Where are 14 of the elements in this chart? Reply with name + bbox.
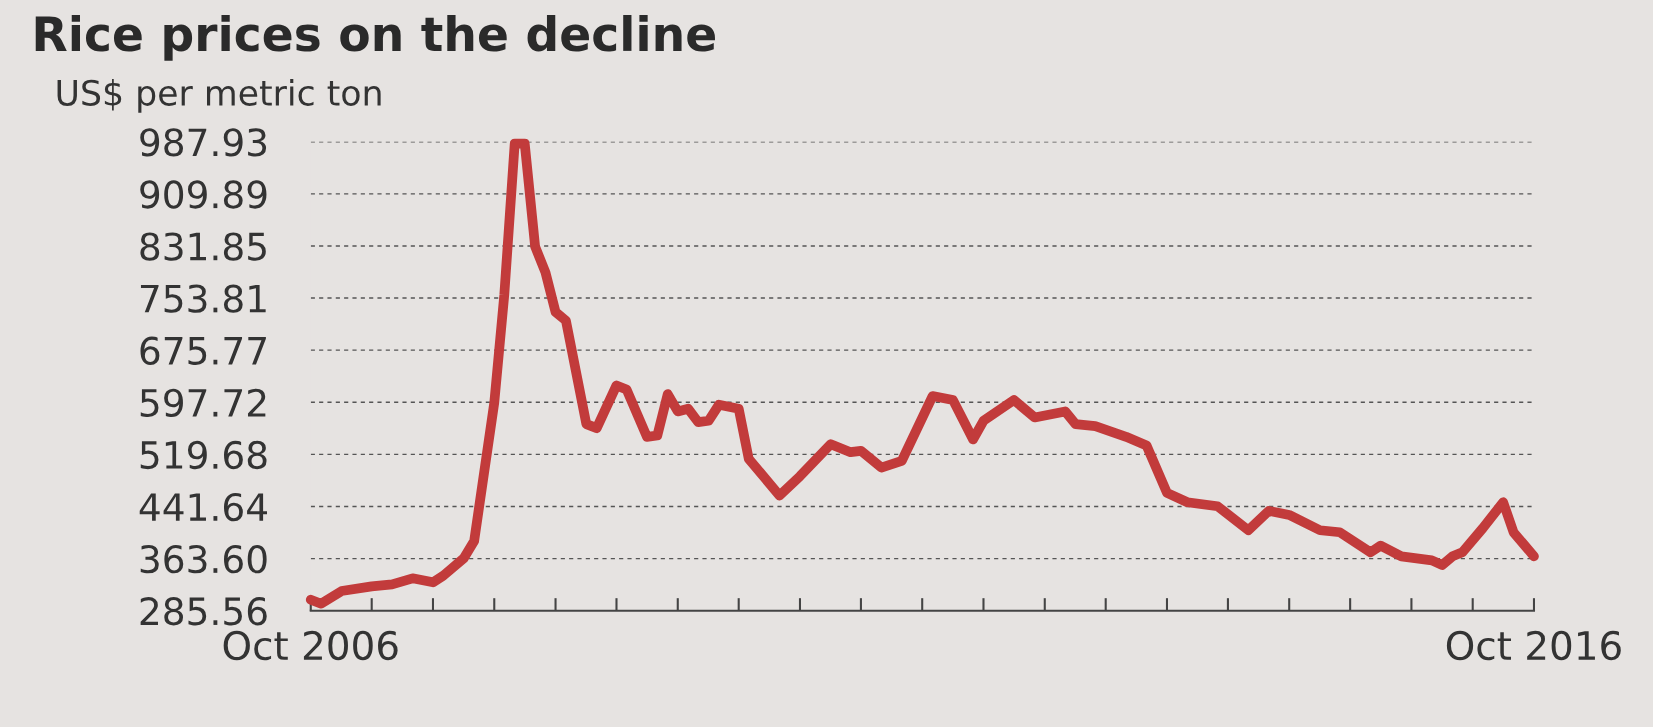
- y-tick-label: 987.93: [140, 128, 267, 157]
- y-tick-label: 363.60: [140, 544, 267, 574]
- y-tick-label: 909.89: [140, 180, 267, 209]
- y-tick-label: 597.72: [140, 388, 266, 418]
- x-tick-label: Oct 2006: [223, 630, 398, 661]
- y-tick-label: 519.68: [140, 440, 267, 470]
- y-tick-label: 831.85: [140, 232, 266, 261]
- chart-subtitle: US$ per metric ton: [57, 79, 381, 113]
- y-tick-label: 285.56: [140, 597, 267, 626]
- y-tick-label: 441.64: [139, 492, 267, 522]
- y-tick-label: 753.81: [140, 284, 266, 313]
- y-tick-label: 675.77: [140, 336, 266, 365]
- x-tick-label: Oct 2016: [1446, 630, 1621, 661]
- chart-title: Rice prices on the decline: [35, 15, 715, 61]
